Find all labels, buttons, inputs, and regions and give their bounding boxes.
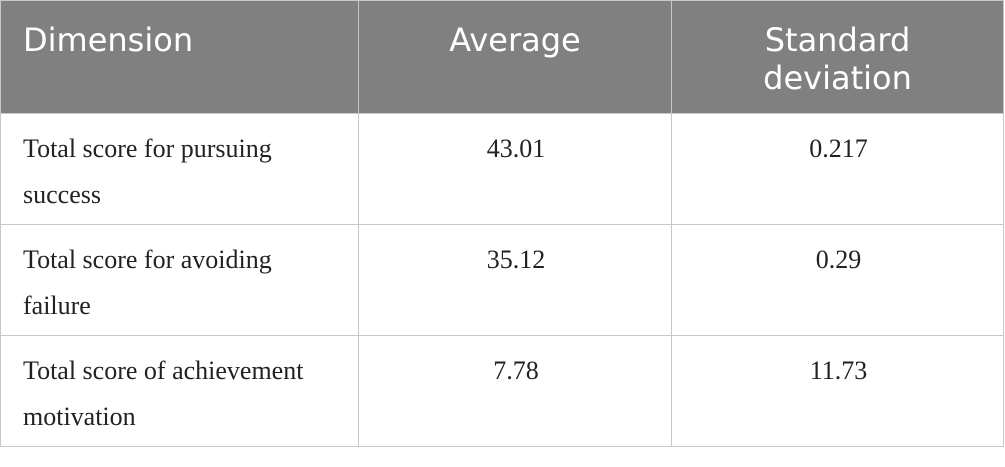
- row-label: Total score for pursuing success: [0, 113, 359, 225]
- row-label: Total score of achievement motivation: [0, 335, 359, 447]
- header-cell: Average: [358, 0, 672, 114]
- header-row: Dimension Average Standard deviation: [0, 0, 1004, 114]
- cell: 35.12: [358, 224, 672, 336]
- cell: 0.217: [671, 113, 1004, 225]
- table-body: Total score for pursuing success 43.01 0.2…: [0, 113, 1004, 447]
- cell: 43.01: [358, 113, 672, 225]
- cell: 11.73: [671, 335, 1004, 447]
- row-label: Total score for avoiding failure: [0, 224, 359, 336]
- table-row: Total score for avoiding failure 35.12 0.2…: [0, 224, 1004, 336]
- data-table: Dimension Average Standard deviation Tot…: [0, 0, 1004, 447]
- table-row: Total score of achievement motivation 7.7…: [0, 335, 1004, 447]
- table-row: Total score for pursuing success 43.01 0.2…: [0, 113, 1004, 225]
- header-cell: Standard deviation: [671, 0, 1004, 114]
- cell: 7.78: [358, 335, 672, 447]
- header-cell: Dimension: [0, 0, 359, 114]
- cell: 0.29: [671, 224, 1004, 336]
